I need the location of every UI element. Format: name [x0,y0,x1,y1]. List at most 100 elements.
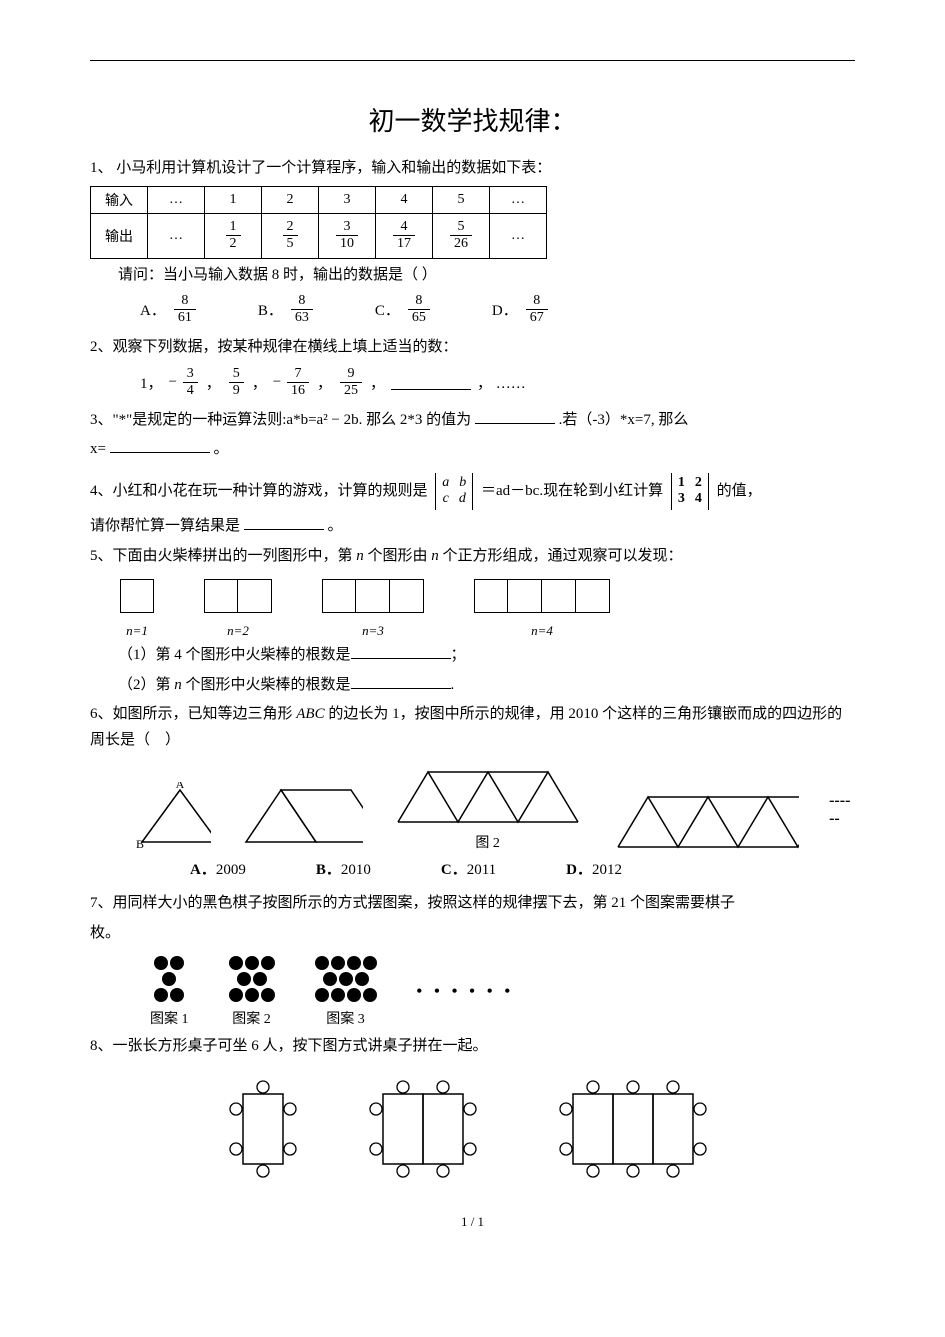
q4-text-e: 。 [328,518,343,534]
table-fig-3 [538,1074,738,1184]
q3-text-d: 。 [213,441,228,457]
cell: 2 [262,186,319,213]
cell: 12 [205,213,262,258]
cell: 417 [376,213,433,258]
q1-ask: 请问：当小马输入数据 8 时，输出的数据是（ ） [90,263,855,289]
option-a: A．2009 [190,858,246,879]
option-c: C．2011 [441,858,496,879]
q3-line2: x= 。 [90,437,855,463]
caption: n=3 [322,623,424,639]
q4-text-b: ＝ad－bc.现在轮到小红计算 [481,483,667,499]
q8-figures [90,1074,855,1184]
caption: n=4 [474,623,610,639]
seq-term: 925 [338,367,364,398]
figure-n2: n=2 [204,579,272,639]
option-c: C．865 [375,294,432,325]
triangle-3-group: 图 2 [393,767,583,852]
cell-dots: … [490,186,547,213]
cell: 5 [433,186,490,213]
blank [244,515,324,530]
pattern-2: 图案 2 [229,956,275,1028]
figure-n1: n=1 [120,579,154,639]
q1-options: A．861 B．863 C．865 D．867 [90,294,855,325]
seq-term: − 716 [273,367,311,398]
cell-dots: … [148,186,205,213]
q7-text-b: 枚。 [90,921,855,947]
option-d: D．2012 [566,858,622,879]
caption: 图案 3 [315,1008,377,1028]
q2-sequence: 1， − 34， 59， − 716， 925， ， …… [90,367,855,398]
table-fig-1 [208,1074,318,1184]
page-footer: 1 / 1 [90,1214,855,1230]
determinant-symbolic: ab cd [435,473,473,511]
svg-text:A: A [176,782,185,791]
blank [351,644,451,659]
q4-text-d: 请你帮忙算一算结果是 [90,518,240,534]
caption: 图案 1 [150,1008,189,1028]
option-d: D．867 [492,294,550,325]
table-fig-2 [348,1074,508,1184]
q7-text: 7、用同样大小的黑色棋子按图所示的方式摆图案，按照这样的规律摆下去，第 21 个… [90,891,855,917]
determinant-numeric: 12 34 [671,473,709,511]
caption: n=1 [120,623,154,639]
cell-dots: … [148,213,205,258]
pattern-1: 图案 1 [150,956,189,1028]
q5-text: 5、下面由火柴棒拼出的一列图形中，第 n 个图形由 n 个正方形组成，通过观察可… [90,544,855,570]
ellipsis: • • • • • • [417,983,515,1001]
option-b: B．2010 [316,858,371,879]
q6-options: A．2009 B．2010 C．2011 D．2012 [90,858,855,879]
q1-text: 1、 小马利用计算机设计了一个计算程序，输入和输出的数据如下表： [90,156,855,182]
cell: 1 [205,186,262,213]
fig-label: 图 2 [393,832,583,852]
triangle-1: A B C [130,782,211,852]
seq-term: 59 [227,367,246,398]
q2-text: 2、观察下列数据，按某种规律在横线上填上适当的数： [90,335,855,361]
q1-table: 输入 … 1 2 3 4 5 … 输出 … 12 25 310 417 526 … [90,186,547,259]
q3-text-a: 3、"*"是规定的一种运算法则:a*b=a² − 2b. 那么 2*3 的值为 [90,412,475,428]
page: 初一数学找规律： 1、 小马利用计算机设计了一个计算程序，输入和输出的数据如下表… [0,0,945,1270]
q5-sub2: （2）第 n 个图形中火柴棒的根数是. [90,673,855,699]
cell: 4 [376,186,433,213]
cell-output-label: 输出 [91,213,148,258]
option-b: B．863 [258,294,315,325]
top-rule [90,60,855,61]
triangle-4 [613,792,799,852]
page-title: 初一数学找规律： [90,101,855,138]
q6-text: 6、如图所示，已知等边三角形 ABC 的边长为 1，按图中所示的规律，用 201… [90,702,855,753]
q5-figures: n=1 n=2 n=3 n=4 [90,579,855,639]
blank [110,438,210,453]
q8-text: 8、一张长方形桌子可坐 6 人，按下图方式讲桌子拼在一起。 [90,1034,855,1060]
seq-trail: ， …… [477,372,526,393]
figure-n3: n=3 [322,579,424,639]
q3-text-c: x= [90,441,106,457]
cell-dots: … [490,213,547,258]
q7-figures: 图案 1 图案 2 图案 3 • • • • • • [90,956,855,1028]
ellipsis: ------ [829,792,855,828]
blank [351,674,451,689]
cell: 310 [319,213,376,258]
svg-text:B: B [136,837,144,851]
q6-figures: A B C 图 2 ------ [90,767,855,852]
cell-input-label: 输入 [91,186,148,213]
caption: 图案 2 [229,1008,275,1028]
q3-line: 3、"*"是规定的一种运算法则:a*b=a² − 2b. 那么 2*3 的值为 … [90,408,855,434]
q4-line2: 请你帮忙算一算结果是 。 [90,514,855,540]
table-row: 输出 … 12 25 310 417 526 … [91,213,547,258]
q5-sub1: （1）第 4 个图形中火柴棒的根数是； [90,643,855,669]
table-row: 输入 … 1 2 3 4 5 … [91,186,547,213]
blank [391,375,471,390]
q4-text-a: 4、小红和小花在玩一种计算的游戏，计算的规则是 [90,483,428,499]
seq-lead: 1， [140,372,163,393]
cell: 526 [433,213,490,258]
q3-text-b: .若（-3）*x=7, 那么 [559,412,689,428]
q4-line: 4、小红和小花在玩一种计算的游戏，计算的规则是 ab cd ＝ad－bc.现在轮… [90,473,855,511]
caption: n=2 [204,623,272,639]
triangle-3 [393,767,583,827]
cell: 25 [262,213,319,258]
q4-text-c: 的值， [717,483,762,499]
blank [475,409,555,424]
triangle-2 [241,782,363,852]
seq-term: − 34 [169,367,200,398]
option-a: A．861 [140,294,198,325]
figure-n4: n=4 [474,579,610,639]
